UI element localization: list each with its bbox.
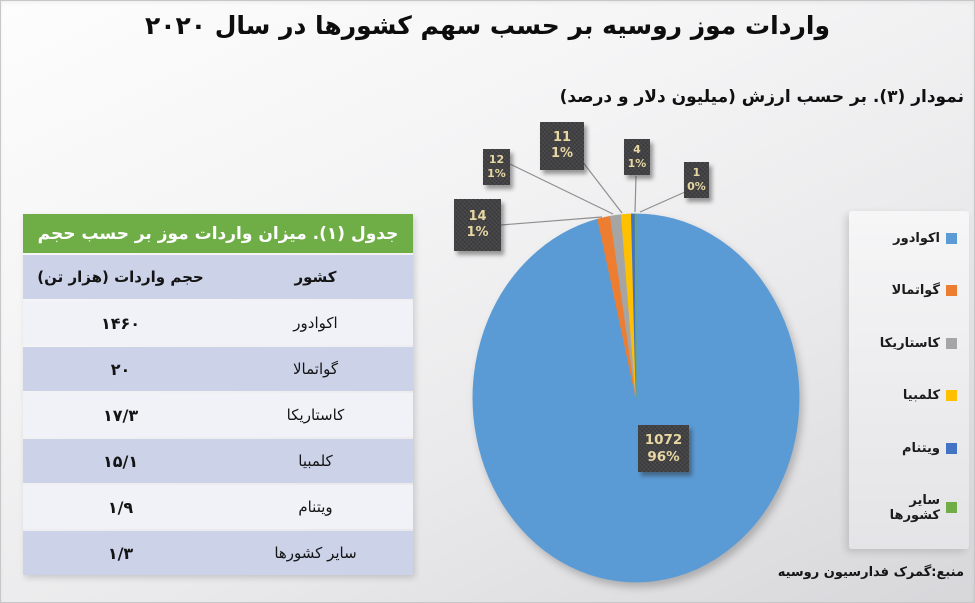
chart-caption: نمودار (۳). بر حسب ارزش (میلیون دلار و د… <box>559 87 964 107</box>
country-cell: ویتنام <box>298 498 333 516</box>
data-label-percent: 1% <box>487 167 506 180</box>
legend-label: گواتمالا <box>891 283 940 299</box>
column-header-volume: حجم واردات (هزار تن) <box>37 268 204 286</box>
country-cell: سایر کشورها <box>274 544 357 562</box>
leader-lines <box>500 160 686 226</box>
data-label-value: 12 <box>488 153 505 167</box>
country-cell: کاستاریکا <box>286 406 345 424</box>
legend-item-others[interactable]: سایر کشورها <box>861 493 957 523</box>
legend-label: ویتنام <box>902 440 940 456</box>
legend-swatch-colombia <box>946 390 957 402</box>
chart-legend: اکوادور گواتمالا کاستاریکا کلمبیا ویتنام… <box>849 211 969 549</box>
country-cell: گواتمالا <box>292 360 339 378</box>
volume-cell: ۱/۹ <box>107 497 134 517</box>
table-row-ecuador: اکوادور ۱۴۶۰ <box>23 301 413 345</box>
imports-table: جدول (۱). میزان واردات موز بر حسب حجم کش… <box>23 214 413 575</box>
table-row-costa-rica: کاستاریکا ۱۷/۳ <box>23 393 413 437</box>
legend-label: کاستاریکا <box>879 335 940 351</box>
legend-item-guatemala[interactable]: گواتمالا <box>861 283 957 298</box>
volume-cell: ۱۷/۳ <box>102 405 139 425</box>
pie-slice-5[interactable] <box>634 213 637 399</box>
legend-label: کلمبیا <box>902 388 940 404</box>
legend-item-colombia[interactable]: کلمبیا <box>861 388 957 403</box>
source-note: منبع:گمرک فدارسیون روسیه <box>777 565 964 580</box>
data-label-guatemala[interactable]: 14 1% <box>454 199 501 251</box>
volume-cell: ۱/۳ <box>107 543 134 563</box>
data-label-percent: 96% <box>647 448 680 465</box>
data-label-vietnam[interactable]: 4 1% <box>624 139 650 175</box>
volume-cell: ۲۰ <box>110 359 131 379</box>
country-cell: کلمبیا <box>298 452 333 470</box>
legend-swatch-vietnam <box>946 442 957 454</box>
data-label-colombia[interactable]: 11 1% <box>540 122 584 170</box>
legend-label: اکوادور <box>893 231 940 246</box>
legend-label: سایر کشورها <box>889 492 940 523</box>
leader-line-costa-rica <box>509 163 614 215</box>
legend-swatch-costa-rica <box>946 337 957 349</box>
data-label-percent: 0% <box>687 180 706 193</box>
table-row-others: سایر کشورها ۱/۳ <box>23 531 413 575</box>
volume-cell: ۱۴۶۰ <box>100 313 141 333</box>
data-label-value: 1072 <box>644 431 683 448</box>
volume-cell: ۱۵/۱ <box>102 451 139 471</box>
data-label-ecuador[interactable]: 1072 96% <box>638 425 689 472</box>
table-header-row: کشور حجم واردات (هزار تن) <box>23 255 413 299</box>
leader-line-vietnam <box>634 175 637 213</box>
data-label-value: 4 <box>633 143 641 157</box>
data-label-value: 14 <box>468 208 487 224</box>
column-header-country: کشور <box>294 268 337 286</box>
data-label-percent: 1% <box>627 157 647 170</box>
data-label-costa-rica[interactable]: 12 1% <box>483 149 510 185</box>
legend-item-costa-rica[interactable]: کاستاریکا <box>861 336 957 351</box>
table-row-vietnam: ویتنام ۱/۹ <box>23 485 413 529</box>
data-label-percent: 1% <box>466 225 489 240</box>
legend-item-vietnam[interactable]: ویتنام <box>861 441 957 456</box>
table-title: جدول (۱). میزان واردات موز بر حسب حجم <box>23 214 413 253</box>
table-row-guatemala: گواتمالا ۲۰ <box>23 347 413 391</box>
legend-swatch-ecuador <box>946 233 957 244</box>
legend-item-ecuador[interactable]: اکوادور <box>861 231 957 246</box>
leader-line-guatemala <box>500 216 603 226</box>
data-label-value: 1 <box>692 166 701 180</box>
data-label-percent: 1% <box>550 146 574 161</box>
legend-swatch-guatemala <box>946 285 957 297</box>
leader-line-others <box>639 191 686 213</box>
data-label-value: 11 <box>552 129 572 145</box>
pie-slice-0[interactable] <box>472 213 800 583</box>
legend-swatch-others <box>946 502 957 514</box>
leader-line-colombia <box>581 160 623 214</box>
data-label-others[interactable]: 1 0% <box>684 162 709 198</box>
page-title: واردات موز روسیه بر حسب سهم کشورها در سا… <box>144 11 831 40</box>
table-row-colombia: کلمبیا ۱۵/۱ <box>23 439 413 483</box>
pie-slices-group <box>472 213 800 583</box>
country-cell: اکوادور <box>293 314 338 332</box>
